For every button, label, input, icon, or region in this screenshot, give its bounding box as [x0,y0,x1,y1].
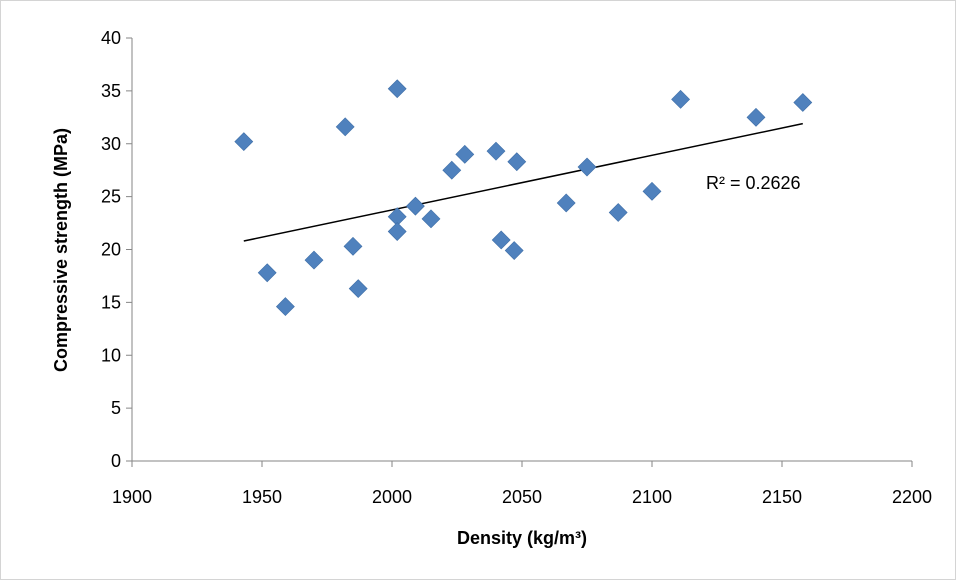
x-axis-title: Density (kg/m³) [457,528,587,548]
y-tick-label: 5 [111,398,121,418]
x-tick-label: 1900 [112,487,152,507]
y-tick-label: 0 [111,451,121,471]
y-tick-label: 40 [101,28,121,48]
data-point [491,230,511,250]
y-tick-label: 35 [101,81,121,101]
data-point [387,222,407,241]
data-point [608,203,628,222]
data-point [793,93,813,112]
r-squared-annotation: R² = 0.2626 [706,173,801,193]
y-axis-ticks: 0 5 10 15 20 25 30 35 40 [101,28,132,471]
data-point [343,236,363,256]
y-tick-label: 30 [101,134,121,154]
x-tick-label: 2100 [632,487,672,507]
y-tick-label: 15 [101,292,121,312]
data-point [348,279,368,299]
data-point [234,132,254,152]
data-point [507,152,527,172]
data-point [746,107,766,127]
data-point [405,196,425,216]
y-tick-label: 25 [101,187,121,207]
data-point [504,241,524,260]
x-axis-ticks: 1900 1950 2000 2050 2100 2150 2200 [112,461,932,507]
x-tick-label: 1950 [242,487,282,507]
data-point [335,117,355,137]
x-tick-label: 2000 [372,487,412,507]
data-point [642,181,662,201]
data-point [442,160,462,180]
y-axis-title: Compressive strength (MPa) [51,128,71,372]
data-point [257,263,277,283]
x-tick-label: 2150 [762,487,802,507]
y-tick-label: 10 [101,345,121,365]
data-points [234,79,813,317]
data-point [556,193,576,213]
x-tick-label: 2050 [502,487,542,507]
trendline [243,122,803,242]
data-point [486,141,506,161]
data-point [577,157,597,177]
y-tick-label: 20 [101,240,121,260]
x-tick-label: 2200 [892,487,932,507]
data-point [387,79,407,99]
data-point [275,297,295,317]
data-point [671,89,691,109]
data-point [455,144,475,164]
data-point [304,250,324,270]
data-point [421,209,441,229]
